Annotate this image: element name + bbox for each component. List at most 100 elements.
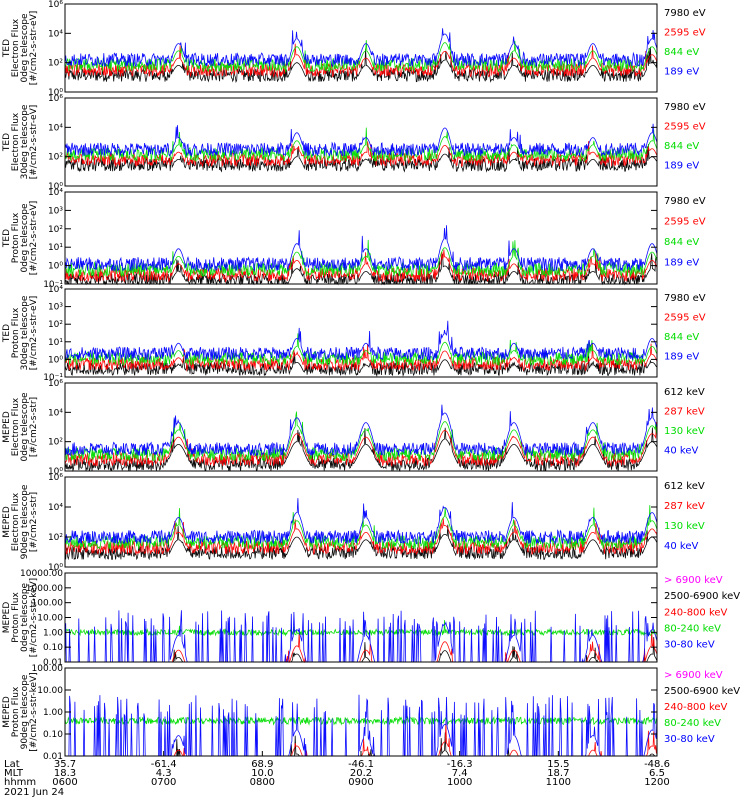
legend-entry: 287 keV <box>664 407 705 418</box>
legend-entry: 80-240 keV <box>664 624 721 635</box>
y-tick-label: 10⁶ <box>48 94 63 104</box>
y-axis-label: MEPEDProton Flux90deg telescope[#/cm2-s-… <box>2 672 39 751</box>
y-tick-label: 0.10 <box>43 643 63 653</box>
y-axis-label-line: 30deg telescope <box>20 104 30 179</box>
y-axis-label-line: [#/cm2-s-str] <box>29 397 39 457</box>
y-tick-label: 10² <box>48 438 63 448</box>
legend-entry: 30-80 keV <box>664 640 715 651</box>
y-tick-label: 10⁴ <box>48 188 63 198</box>
x-tick-label: 6.5 <box>649 768 665 779</box>
y-tick-label: 10⁰ <box>48 467 63 477</box>
y-tick-label: 10⁰ <box>48 88 63 98</box>
y-axis-label-line: Electron Flux <box>11 112 21 171</box>
x-tick-label: 1000 <box>447 777 472 788</box>
legend-entry: 2500-6900 keV <box>664 591 740 602</box>
series-line-1-1 <box>64 46 658 83</box>
y-tick-label: 10² <box>48 59 63 69</box>
y-axis-label-line: Proton Flux <box>11 307 21 358</box>
series-line-8-5 <box>65 694 658 757</box>
x-tick-label: 35.7 <box>54 759 76 770</box>
legend-entry: 844 eV <box>664 237 699 248</box>
panel-6: 10⁰ 10² 10⁴ 10⁶ MEPEDElectron Flux90deg tele… <box>2 473 705 573</box>
legend-entry: 40 keV <box>664 446 698 457</box>
x-tick-label: 1100 <box>546 777 571 788</box>
y-tick-label: 10⁶ <box>48 0 63 10</box>
legend-entry: 240-800 keV <box>664 607 728 618</box>
y-tick-label: 1.00 <box>43 708 63 718</box>
y-axis-label-line: 30deg telescope <box>20 295 30 370</box>
panel-frame <box>64 572 658 663</box>
series-line-2-2 <box>64 141 658 168</box>
panel-4: 10⁻¹ 10⁰ 10¹ 10² 10³ 10⁴ TEDProton Flux30deg t… <box>2 285 706 383</box>
y-tick-label: 10⁴ <box>48 123 63 133</box>
y-tick-label: 10⁰ <box>48 563 63 573</box>
panel-2: 10⁰ 10² 10⁴ 10⁶ TEDElectron Flux30deg telesc… <box>2 94 706 192</box>
x-tick-label: -61.4 <box>151 759 177 770</box>
x-tick-label: 4.3 <box>156 768 172 779</box>
legend-entry: 844 eV <box>664 141 699 152</box>
y-axis-label-line: 0deg telescope <box>20 13 30 83</box>
y-axis-label-line: 0deg telescope <box>20 203 30 273</box>
y-axis-label-line: [#/cm2-s-str-eV] <box>29 296 39 371</box>
x-axis: LatMLThhmm35.718.30600-61.44.3070068.910… <box>4 751 670 798</box>
series-line-3-3 <box>64 239 658 278</box>
y-axis-label-line: Electron Flux <box>11 397 21 456</box>
series-line-5-4 <box>64 404 658 458</box>
y-tick-label: 10⁻¹ <box>43 280 63 290</box>
legend-entry: 2595 eV <box>664 122 706 133</box>
panel-frame <box>64 288 658 378</box>
y-tick-label: 10⁰ <box>48 182 63 192</box>
legend-entry: 189 eV <box>664 161 699 172</box>
series-line-4-2 <box>64 343 658 372</box>
legend-entry: 844 eV <box>664 47 699 58</box>
y-axis-label-line: Electron Flux <box>11 18 21 77</box>
series-line-6-1 <box>64 524 658 561</box>
legend-entry: 189 eV <box>664 257 699 268</box>
legend-entry: 7980 eV <box>664 102 706 113</box>
y-axis-label-line: TED <box>2 39 12 58</box>
y-axis-label: MEPEDElectron Flux0deg telescope[#/cm2-s… <box>2 392 39 462</box>
x-tick-label: 0600 <box>52 777 77 788</box>
y-axis-label-line: [#/cm2-s-str-eV] <box>29 105 39 180</box>
series-line-1-4 <box>64 28 658 68</box>
panel-frame <box>64 382 658 472</box>
legend-entry: 844 eV <box>664 332 699 343</box>
y-tick-label: 10³ <box>48 206 63 216</box>
legend-entry: 2595 eV <box>664 28 706 39</box>
y-axis-label-line: MEPED <box>2 411 12 443</box>
y-tick-label: 10² <box>48 533 63 543</box>
panel-1: 10⁰ 10² 10⁴ 10⁶ TEDElectron Flux0deg telesco… <box>2 0 706 98</box>
x-tick-label: -48.6 <box>644 759 670 770</box>
y-tick-label: 10⁶ <box>48 473 63 483</box>
y-axis-label-line: MEPED <box>2 506 12 538</box>
y-tick-label: 10³ <box>48 303 63 313</box>
y-axis-label-line: 90deg telescope <box>20 484 30 559</box>
y-tick-label: 1000.00 <box>26 584 63 594</box>
x-tick-label: 15.5 <box>547 759 569 770</box>
legend-entry: 287 keV <box>664 501 705 512</box>
y-tick-label: 10⁴ <box>48 285 63 295</box>
y-tick-label: 10¹ <box>48 338 63 348</box>
x-tick-label: 20.2 <box>350 768 372 779</box>
legend-entry: 2500-6900 keV <box>664 686 740 697</box>
y-tick-label: 100.00 <box>32 599 64 609</box>
y-axis-label-line: 90deg telescope <box>20 674 30 749</box>
y-axis-label-line: Electron Flux <box>11 492 21 551</box>
legend-entry: > 6900 keV <box>664 670 723 681</box>
y-axis-label-line: MEPED <box>2 602 12 634</box>
panel-frame <box>64 191 658 285</box>
x-tick-label: 18.7 <box>547 768 569 779</box>
panel-3: 10⁻¹ 10⁰ 10¹ 10² 10³ 10⁴ TEDProton Flux0deg te… <box>2 188 706 290</box>
series-line-6-2 <box>64 517 658 556</box>
panel-frame <box>64 97 658 187</box>
y-tick-label: 0.01 <box>43 658 63 668</box>
legend-entry: 130 keV <box>664 521 705 532</box>
panel-frame <box>64 476 658 568</box>
y-tick-label: 10⁴ <box>48 408 63 418</box>
series-line-6-3 <box>64 505 658 550</box>
y-axis-label-line: 0deg telescope <box>20 392 30 462</box>
series-line-4-4 <box>64 320 658 362</box>
